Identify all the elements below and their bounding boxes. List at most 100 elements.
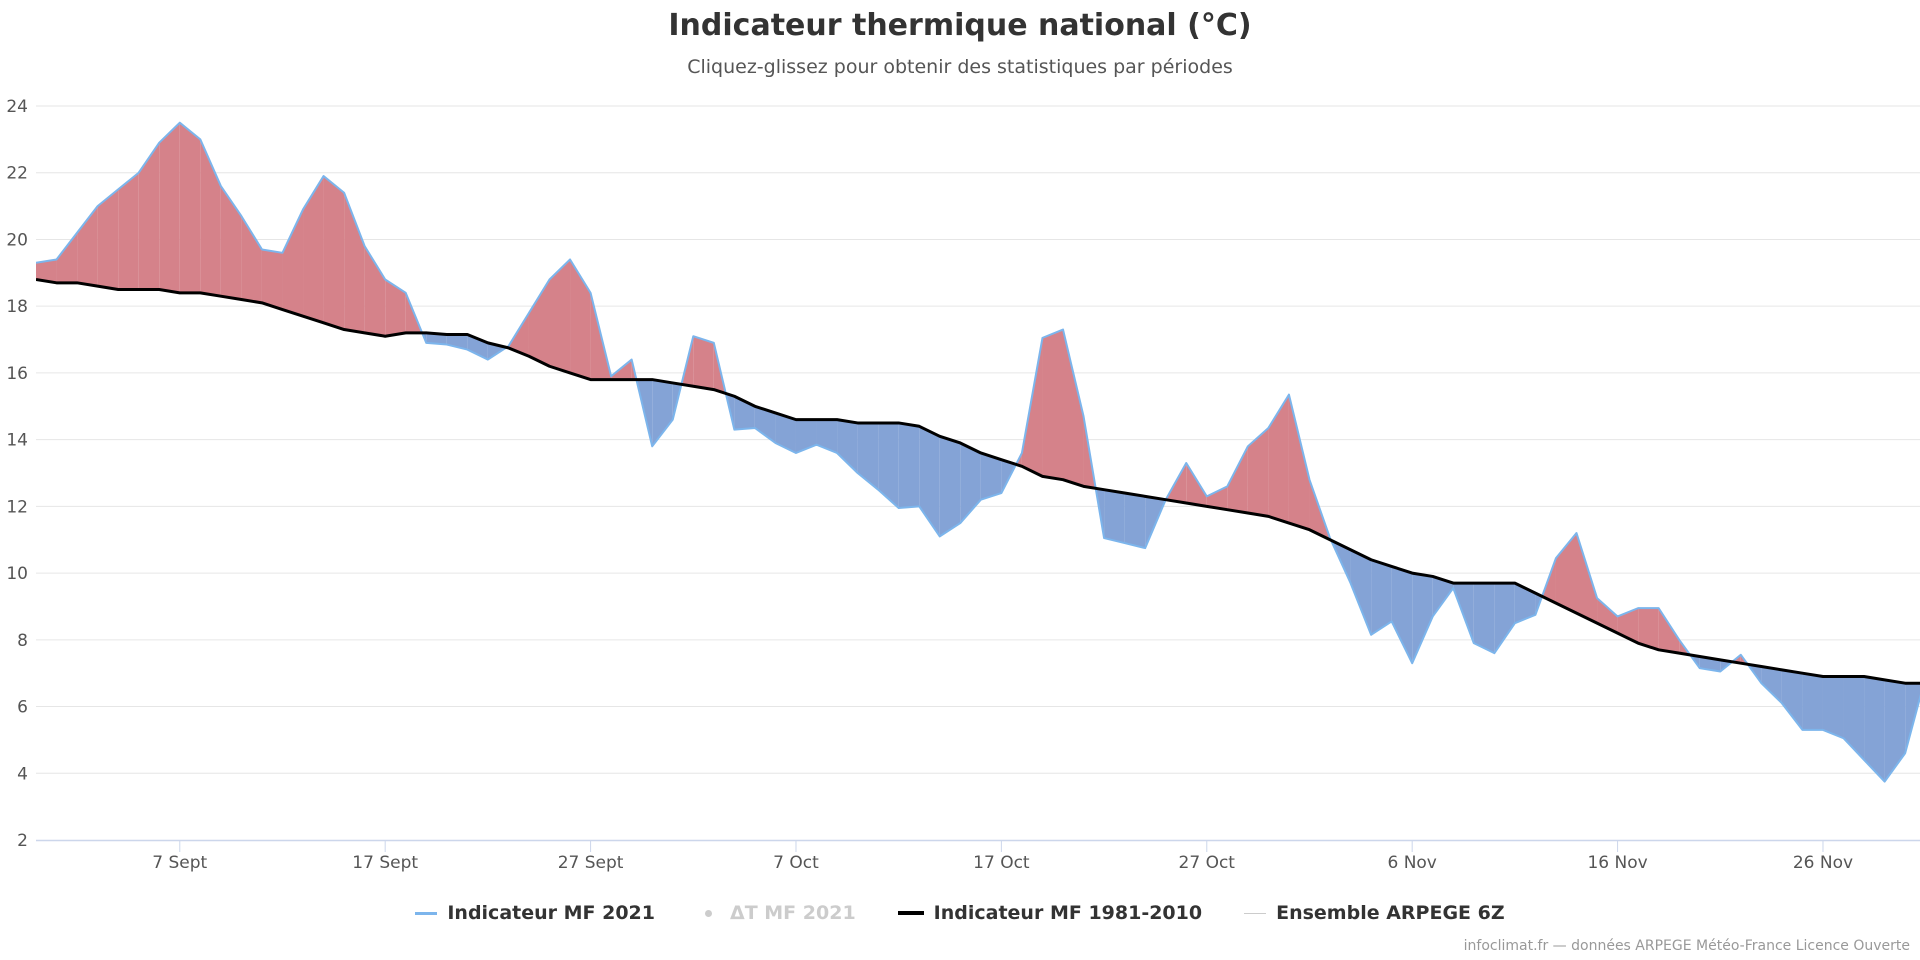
cold-anomaly-area — [1391, 566, 1413, 664]
credit-link[interactable]: infoclimat.fr — données ARPEGE Météo-Fra… — [1463, 938, 1910, 954]
warm-anomaly-area — [1658, 608, 1680, 654]
cold-anomaly-area — [816, 419, 838, 453]
cold-anomaly-area — [652, 379, 673, 447]
cold-anomaly-area — [837, 419, 858, 473]
y-tick-label: 24 — [6, 97, 28, 117]
warm-anomaly-area — [323, 176, 345, 330]
y-tick-label: 12 — [6, 497, 28, 517]
warm-anomaly-area — [1186, 462, 1207, 507]
legend: Indicateur MF 2021 ΔT MF 2021 Indicateur… — [0, 902, 1920, 924]
cold-anomaly-area — [1124, 493, 1146, 549]
legend-dot-icon — [705, 909, 712, 917]
warm-anomaly-area — [549, 259, 571, 373]
warm-anomaly-area — [693, 336, 714, 390]
cold-anomaly-area — [795, 419, 817, 453]
warm-anomaly-area — [570, 259, 591, 380]
cold-anomaly-area — [980, 452, 1002, 500]
cold-anomaly-area — [1371, 559, 1392, 635]
y-tick-label: 16 — [6, 364, 28, 384]
x-tick-label: 27 Sept — [558, 853, 624, 873]
warm-anomaly-area — [528, 279, 550, 367]
y-tick-label: 18 — [6, 297, 28, 317]
y-tick-label: 10 — [6, 564, 28, 584]
x-tick-label: 7 Sept — [152, 853, 207, 873]
warm-anomaly-area — [1288, 394, 1310, 530]
cold-anomaly-area — [1412, 573, 1433, 664]
cold-anomaly-area — [775, 412, 796, 453]
warm-anomaly-area — [385, 279, 406, 337]
chart-title: Indicateur thermique national (°C) — [668, 8, 1252, 43]
cold-anomaly-area — [1104, 489, 1125, 544]
legend-line-icon — [897, 911, 924, 915]
legend-label: Indicateur MF 2021 — [447, 902, 655, 924]
chart-subtitle: Cliquez-glissez pour obtenir des statist… — [687, 56, 1233, 78]
y-tick-label: 6 — [17, 698, 28, 718]
warm-anomaly-area — [1247, 427, 1269, 517]
legend-label: ΔT MF 2021 — [730, 902, 856, 924]
warm-anomaly-area — [303, 176, 324, 323]
legend-item-delta-t[interactable]: ΔT MF 2021 — [697, 902, 856, 924]
warm-anomaly-area — [200, 139, 221, 297]
warm-anomaly-area — [1063, 329, 1084, 487]
x-tick-label: 27 Oct — [1179, 853, 1236, 873]
x-tick-label: 7 Oct — [773, 853, 819, 873]
warm-anomaly-area — [1227, 446, 1248, 514]
x-tick-label: 17 Oct — [973, 853, 1030, 873]
x-tick-label: 16 Nov — [1587, 853, 1647, 873]
legend-item-mf-1981-2010[interactable]: Indicateur MF 1981-2010 — [897, 902, 1203, 924]
y-tick-label: 2 — [17, 831, 28, 851]
warm-anomaly-area — [1042, 329, 1063, 480]
cold-anomaly-area — [1761, 666, 1782, 704]
legend-item-ensemble-arpege[interactable]: Ensemble ARPEGE 6Z — [1244, 902, 1505, 924]
x-tick-label: 17 Sept — [352, 853, 418, 873]
y-tick-label: 20 — [6, 230, 28, 250]
warm-anomaly-area — [56, 232, 78, 283]
y-tick-label: 4 — [17, 764, 28, 784]
cold-anomaly-area — [1473, 583, 1495, 654]
warm-anomaly-area — [179, 122, 201, 293]
cold-anomaly-area — [878, 422, 899, 509]
warm-anomaly-area — [508, 312, 529, 357]
warm-anomaly-area — [36, 259, 57, 283]
cold-anomaly-area — [1432, 576, 1454, 617]
warm-anomaly-area — [1576, 533, 1598, 624]
cold-anomaly-area — [1514, 583, 1536, 624]
legend-line-icon — [415, 911, 438, 915]
cold-anomaly-area — [1843, 676, 1865, 760]
cold-anomaly-area — [1864, 676, 1885, 782]
cold-anomaly-area — [1802, 673, 1823, 730]
x-tick-label: 26 Nov — [1793, 853, 1853, 873]
legend-label: Indicateur MF 1981-2010 — [933, 902, 1203, 924]
cold-anomaly-area — [1884, 679, 1906, 782]
warm-anomaly-area — [159, 122, 180, 293]
y-tick-label: 22 — [6, 164, 28, 184]
cold-anomaly-area — [1350, 549, 1372, 635]
warm-anomaly-area — [1268, 394, 1289, 524]
series-lines — [36, 121, 1920, 783]
warm-anomaly-area — [1206, 486, 1228, 510]
x-tick-label: 6 Nov — [1387, 853, 1436, 873]
warm-anomaly-area — [364, 246, 386, 337]
cold-anomaly-area — [426, 332, 447, 345]
cold-anomaly-area — [898, 422, 920, 509]
cold-anomaly-area — [1781, 669, 1803, 730]
warm-anomaly-area — [344, 192, 365, 333]
warm-anomaly-area — [138, 142, 160, 290]
series-line-mf-1981-2010[interactable] — [36, 278, 1920, 685]
cold-anomaly-area — [754, 406, 776, 443]
legend-item-mf-2021[interactable]: Indicateur MF 2021 — [415, 902, 655, 924]
legend-line-icon — [1244, 912, 1267, 914]
warm-anomaly-area — [97, 189, 119, 290]
y-tick-label: 8 — [17, 631, 28, 651]
cold-anomaly-area — [1494, 583, 1515, 654]
warm-anomaly-area — [118, 172, 139, 290]
cold-anomaly-area — [939, 436, 961, 537]
cold-anomaly-area — [919, 426, 940, 537]
warm-anomaly-area — [1021, 337, 1043, 477]
cold-anomaly-area — [960, 442, 981, 524]
series-line-mf-2021[interactable] — [36, 121, 1920, 783]
cold-anomaly-area — [857, 422, 879, 490]
warm-anomaly-area — [261, 249, 283, 310]
